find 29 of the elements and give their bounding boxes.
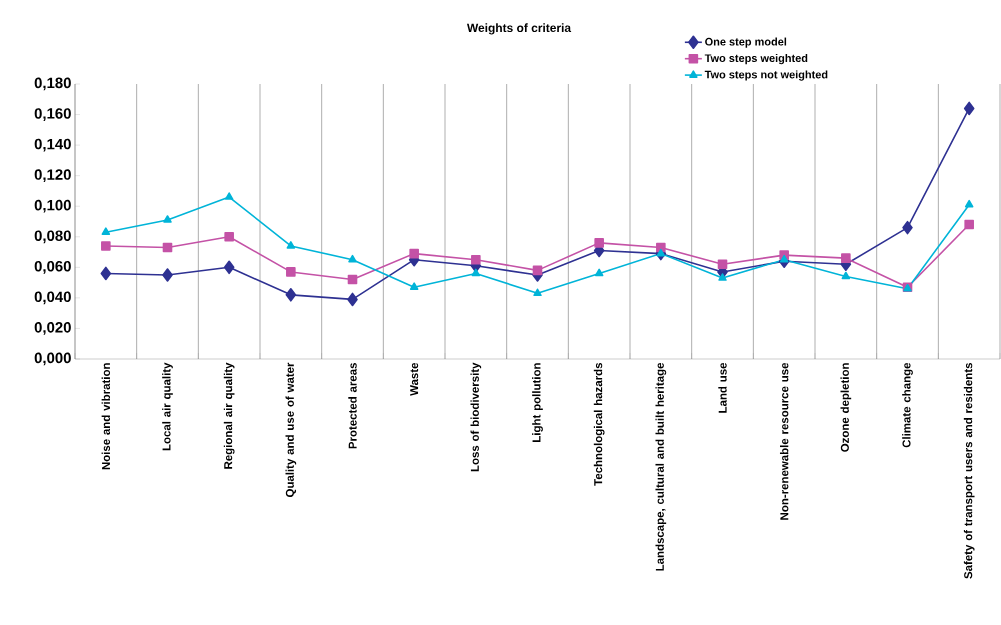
x-tick-label: Technological hazards <box>593 362 605 486</box>
y-tick-label: 0,060 <box>34 260 71 274</box>
x-tick-label: Land use <box>718 362 727 413</box>
y-tick-label: 0,040 <box>34 291 71 305</box>
y-tick-label: 0,140 <box>34 138 71 152</box>
x-tick-label: Waste <box>410 362 419 396</box>
legend-label: Two steps weighted <box>704 53 808 65</box>
y-tick-label: 0,160 <box>34 108 71 121</box>
x-tick-label: Ozone depletion <box>840 363 852 452</box>
y-tick-label: 0,020 <box>34 322 71 335</box>
y-tick-label: 0,120 <box>34 169 71 183</box>
x-tick-label: Landscape, cultural and built heritage <box>655 362 667 571</box>
x-tick-label: Climate change <box>902 362 913 448</box>
x-tick-label: Protected areas <box>348 363 357 449</box>
x-tick-label: Regional air quality <box>223 362 235 469</box>
x-tick-label: Non-renewable resource use <box>779 362 789 520</box>
chart-title: Weights of criteria <box>466 23 572 35</box>
y-tick-label: 0,180 <box>34 77 71 91</box>
x-tick-label: Local air quality <box>162 362 173 451</box>
x-tick-label: Quality and use of water <box>285 362 297 498</box>
x-tick-label: Loss of biodiversity <box>470 362 482 472</box>
y-tick-label: 0,000 <box>34 352 71 366</box>
y-tick-label: 0,100 <box>34 199 71 213</box>
y-tick-label: 0,080 <box>34 230 71 244</box>
x-tick-label: Noise and vibration <box>101 363 111 470</box>
legend-label: Two steps not weighted <box>704 70 828 81</box>
x-tick-label: Light pollution <box>532 363 543 442</box>
x-tick-label: Safety of transport users and residents <box>963 363 975 579</box>
legend-label: One step model <box>705 37 787 48</box>
